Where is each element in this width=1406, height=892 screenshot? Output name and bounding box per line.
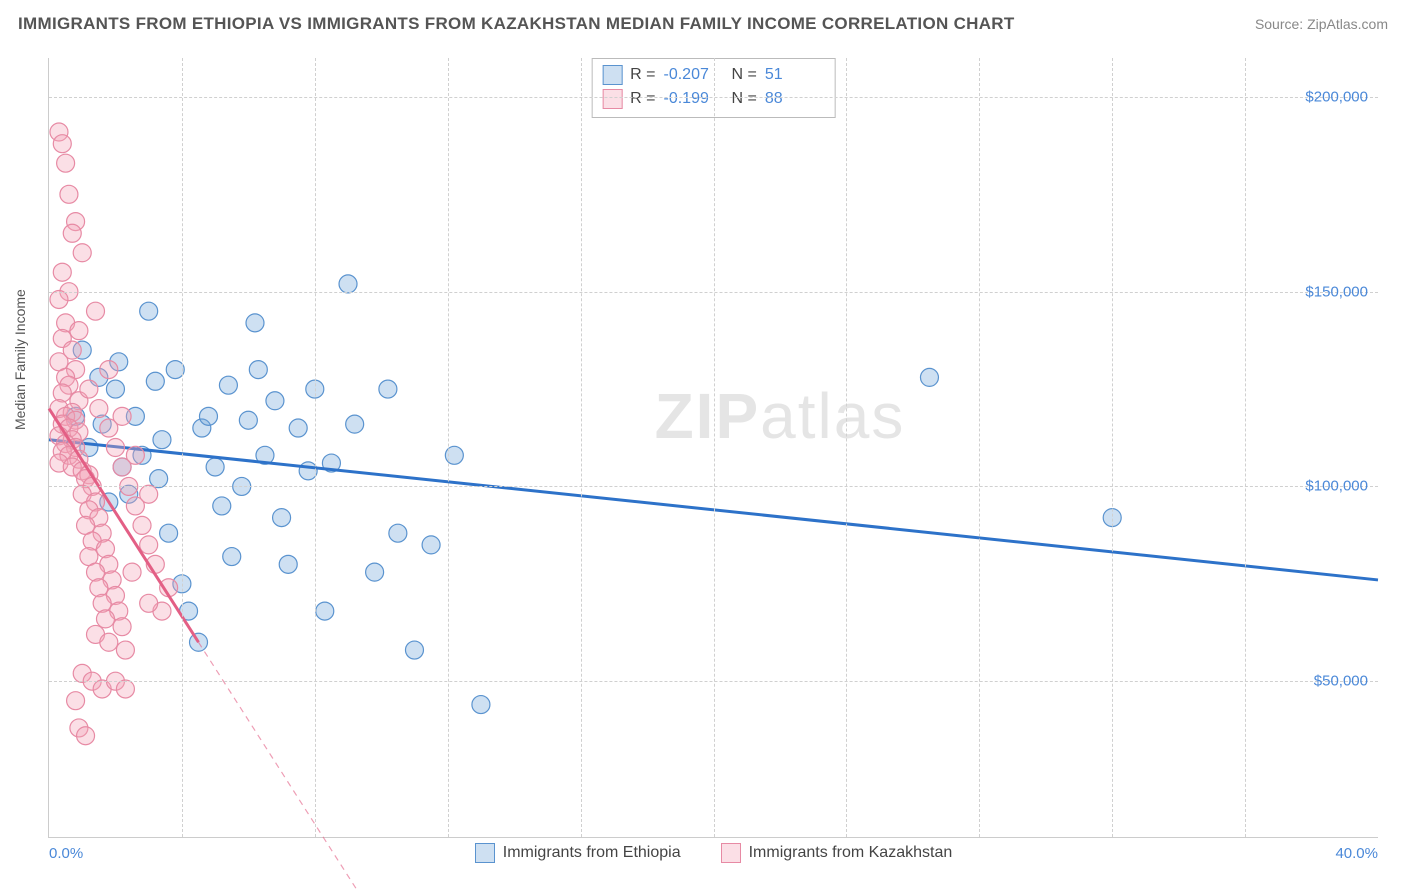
- scatter-point-ethiopia: [346, 415, 364, 433]
- scatter-point-kazakhstan: [126, 446, 144, 464]
- scatter-point-ethiopia: [146, 372, 164, 390]
- scatter-point-ethiopia: [140, 302, 158, 320]
- legend-label-kazakhstan: Immigrants from Kazakhstan: [749, 844, 953, 862]
- chart-container: IMMIGRANTS FROM ETHIOPIA VS IMMIGRANTS F…: [0, 0, 1406, 892]
- y-tick-label: $150,000: [1305, 283, 1368, 300]
- scatter-point-kazakhstan: [67, 692, 85, 710]
- scatter-point-kazakhstan: [140, 536, 158, 554]
- scatter-point-ethiopia: [219, 376, 237, 394]
- legend-label-ethiopia: Immigrants from Ethiopia: [503, 844, 681, 862]
- scatter-point-ethiopia: [422, 536, 440, 554]
- scatter-point-kazakhstan: [116, 680, 134, 698]
- stats-n-value-kazakhstan: 88: [765, 90, 825, 108]
- stats-n-value-ethiopia: 51: [765, 66, 825, 84]
- scatter-point-kazakhstan: [77, 727, 95, 745]
- y-tick-label: $200,000: [1305, 88, 1368, 105]
- grid-line-v: [315, 58, 316, 837]
- scatter-point-ethiopia: [150, 470, 168, 488]
- scatter-point-ethiopia: [199, 407, 217, 425]
- scatter-point-kazakhstan: [123, 563, 141, 581]
- grid-line-v: [1245, 58, 1246, 837]
- scatter-point-kazakhstan: [70, 322, 88, 340]
- scatter-point-kazakhstan: [106, 439, 124, 457]
- grid-line-v: [448, 58, 449, 837]
- header: IMMIGRANTS FROM ETHIOPIA VS IMMIGRANTS F…: [18, 14, 1388, 44]
- scatter-point-kazakhstan: [53, 384, 71, 402]
- scatter-point-kazakhstan: [50, 290, 68, 308]
- scatter-point-kazakhstan: [100, 361, 118, 379]
- scatter-point-kazakhstan: [80, 380, 98, 398]
- scatter-point-kazakhstan: [93, 594, 111, 612]
- scatter-point-kazakhstan: [53, 263, 71, 281]
- scatter-point-kazakhstan: [96, 610, 114, 628]
- scatter-point-ethiopia: [160, 524, 178, 542]
- scatter-point-kazakhstan: [63, 224, 81, 242]
- scatter-point-kazakhstan: [116, 641, 134, 659]
- scatter-point-kazakhstan: [60, 185, 78, 203]
- scatter-point-kazakhstan: [133, 516, 151, 534]
- scatter-point-ethiopia: [379, 380, 397, 398]
- scatter-point-ethiopia: [389, 524, 407, 542]
- scatter-point-ethiopia: [273, 509, 291, 527]
- scatter-point-ethiopia: [339, 275, 357, 293]
- stats-r-label: R =: [630, 66, 655, 84]
- scatter-point-ethiopia: [213, 497, 231, 515]
- grid-line-v: [846, 58, 847, 837]
- stats-r-value-kazakhstan: -0.199: [664, 90, 724, 108]
- plot-area: ZIPatlas R =-0.207N =51R =-0.199N =88 0.…: [48, 58, 1378, 838]
- grid-line-v: [581, 58, 582, 837]
- scatter-point-ethiopia: [206, 458, 224, 476]
- scatter-point-ethiopia: [366, 563, 384, 581]
- legend-swatch-kazakhstan: [721, 843, 741, 863]
- y-tick-label: $100,000: [1305, 478, 1368, 495]
- y-tick-label: $50,000: [1314, 673, 1368, 690]
- chart-title: IMMIGRANTS FROM ETHIOPIA VS IMMIGRANTS F…: [18, 14, 1015, 33]
- stats-n-label: N =: [732, 90, 757, 108]
- scatter-point-ethiopia: [153, 431, 171, 449]
- scatter-point-ethiopia: [405, 641, 423, 659]
- scatter-point-ethiopia: [289, 419, 307, 437]
- grid-line-v: [979, 58, 980, 837]
- scatter-point-kazakhstan: [140, 594, 158, 612]
- stats-r-label: R =: [630, 90, 655, 108]
- scatter-point-ethiopia: [106, 380, 124, 398]
- scatter-point-kazakhstan: [113, 407, 131, 425]
- legend-item-ethiopia: Immigrants from Ethiopia: [475, 843, 681, 863]
- scatter-point-kazakhstan: [100, 633, 118, 651]
- scatter-point-ethiopia: [239, 411, 257, 429]
- scatter-point-ethiopia: [472, 696, 490, 714]
- scatter-point-kazakhstan: [73, 244, 91, 262]
- scatter-point-kazakhstan: [90, 400, 108, 418]
- y-axis-label: Median Family Income: [12, 289, 28, 430]
- grid-line-v: [1112, 58, 1113, 837]
- scatter-point-kazakhstan: [87, 302, 105, 320]
- scatter-point-ethiopia: [223, 548, 241, 566]
- scatter-point-kazakhstan: [53, 135, 71, 153]
- bottom-legend: Immigrants from Ethiopia Immigrants from …: [49, 843, 1378, 863]
- stats-swatch-kazakhstan: [602, 89, 622, 109]
- legend-item-kazakhstan: Immigrants from Kazakhstan: [721, 843, 953, 863]
- scatter-point-kazakhstan: [87, 563, 105, 581]
- scatter-point-ethiopia: [279, 555, 297, 573]
- scatter-point-kazakhstan: [140, 485, 158, 503]
- source-label: Source: ZipAtlas.com: [1255, 16, 1388, 32]
- scatter-point-ethiopia: [249, 361, 267, 379]
- scatter-point-kazakhstan: [113, 618, 131, 636]
- stats-swatch-ethiopia: [602, 65, 622, 85]
- scatter-point-ethiopia: [266, 392, 284, 410]
- scatter-point-ethiopia: [246, 314, 264, 332]
- legend-swatch-ethiopia: [475, 843, 495, 863]
- scatter-point-kazakhstan: [90, 579, 108, 597]
- grid-line-v: [714, 58, 715, 837]
- stats-r-value-ethiopia: -0.207: [664, 66, 724, 84]
- scatter-point-kazakhstan: [57, 154, 75, 172]
- stats-n-label: N =: [732, 66, 757, 84]
- scatter-point-kazakhstan: [96, 540, 114, 558]
- scatter-point-ethiopia: [920, 368, 938, 386]
- grid-line-v: [182, 58, 183, 837]
- scatter-point-ethiopia: [316, 602, 334, 620]
